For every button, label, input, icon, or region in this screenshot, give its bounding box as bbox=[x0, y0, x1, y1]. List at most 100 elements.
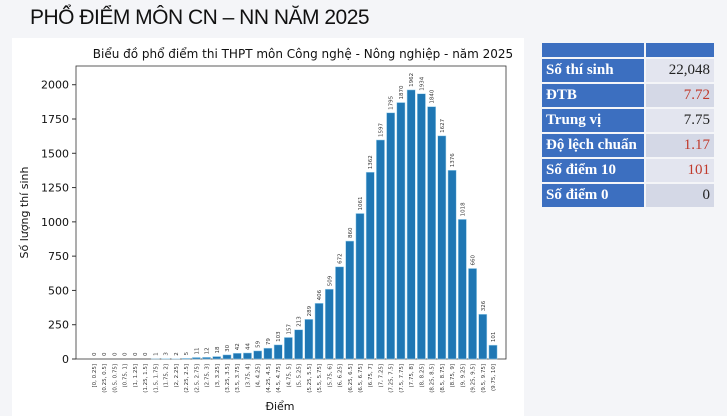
stats-value: 1.17 bbox=[646, 134, 714, 157]
bar bbox=[202, 357, 211, 360]
bar bbox=[232, 352, 242, 360]
bar-value-label: 660 bbox=[471, 254, 477, 265]
bar-value-label: 0 bbox=[92, 352, 98, 356]
bar-value-label: 1870 bbox=[399, 85, 405, 99]
x-tick-label: (6.5, 6.75] bbox=[358, 364, 364, 393]
x-tick-label: (0.5, 0.75] bbox=[112, 364, 118, 393]
stats-value: 7.72 bbox=[646, 84, 714, 107]
bar-value-label: 2 bbox=[174, 352, 180, 356]
x-tick-label: (9, 9.25] bbox=[460, 364, 466, 388]
x-tick-label: (9.75, 10] bbox=[491, 364, 497, 391]
x-tick-label: (8.75, 9] bbox=[450, 364, 456, 388]
bar-value-label: 289 bbox=[307, 305, 313, 316]
bar-value-label: 1962 bbox=[409, 73, 415, 87]
bar-value-label: 103 bbox=[276, 331, 282, 342]
x-tick-label: (6, 6.25] bbox=[338, 364, 344, 388]
x-tick-label: (8.5, 8.75] bbox=[440, 364, 446, 393]
x-tick-label: (1.25, 1.5] bbox=[143, 364, 149, 393]
bar-value-label: 1597 bbox=[378, 122, 384, 136]
x-tick-label: (7, 7.25] bbox=[378, 364, 384, 388]
bar-value-label: 1840 bbox=[430, 89, 436, 103]
bar-value-label: 3 bbox=[164, 352, 170, 356]
bar bbox=[314, 303, 324, 360]
bar-value-label: 213 bbox=[297, 316, 303, 327]
bar-value-label: 0 bbox=[112, 352, 118, 356]
x-tick-label: (5.5, 5.75] bbox=[317, 364, 323, 393]
bar-value-label: 157 bbox=[286, 323, 292, 334]
bar-value-label: 11 bbox=[194, 347, 200, 354]
bar bbox=[355, 213, 365, 360]
stats-row: Độ lệch chuẩn 1.17 bbox=[542, 134, 714, 157]
bar bbox=[488, 344, 498, 360]
bar-value-label: 1934 bbox=[419, 76, 425, 90]
stats-table: Số thí sinh 22,048 ĐTB 7.72 Trung vị 7.75 Độ l… bbox=[540, 41, 716, 209]
bar bbox=[243, 352, 252, 360]
stats-row: Số thí sinh 22,048 bbox=[542, 59, 714, 82]
stats-label: Trung vị bbox=[542, 109, 644, 132]
x-tick-label: (4, 4.25] bbox=[256, 364, 262, 388]
x-tick-label: (8.25, 8.5] bbox=[430, 364, 436, 393]
x-tick-label: (7.75, 8] bbox=[409, 364, 415, 388]
bar bbox=[376, 139, 385, 360]
stats-label: Độ lệch chuẩn bbox=[542, 134, 644, 157]
bar-value-label: 18 bbox=[215, 346, 221, 353]
x-tick-label: (1.5, 1.75] bbox=[153, 364, 159, 393]
bar-value-label: 44 bbox=[245, 342, 251, 349]
bar bbox=[396, 102, 406, 360]
x-tick-label: (3.5, 3.75] bbox=[235, 364, 241, 393]
x-tick-label: (5, 5.25] bbox=[297, 364, 303, 388]
x-tick-label: (6.25, 6.5] bbox=[348, 364, 354, 393]
x-tick-label: (5.75, 6] bbox=[327, 364, 333, 388]
bar bbox=[386, 112, 396, 360]
bar-value-label: 1 bbox=[153, 352, 159, 356]
bar bbox=[345, 240, 355, 360]
stats-row: Số điểm 10 101 bbox=[542, 159, 714, 182]
y-tick-label: 1750 bbox=[41, 113, 69, 126]
bar-value-label: 672 bbox=[338, 253, 344, 264]
x-tick-label: (2.75, 3] bbox=[205, 364, 211, 388]
x-tick-label: (5.25, 5.5] bbox=[307, 364, 313, 393]
x-tick-label: (6.75, 7] bbox=[368, 364, 374, 388]
y-tick-label: 1000 bbox=[41, 216, 69, 229]
chart-title: Biểu đồ phổ điểm thi THPT môn Công nghệ … bbox=[93, 47, 513, 61]
stats-header-row bbox=[542, 43, 714, 57]
bar-value-label: 0 bbox=[123, 352, 129, 356]
stats-label: Số thí sinh bbox=[542, 59, 644, 82]
bar-value-label: 1627 bbox=[440, 118, 446, 132]
bar-value-label: 0 bbox=[102, 352, 108, 356]
stats-row: ĐTB 7.72 bbox=[542, 84, 714, 107]
x-tick-label: (3.25, 3.5] bbox=[225, 364, 231, 393]
stats-value: 101 bbox=[646, 159, 714, 182]
bar-value-label: 0 bbox=[143, 352, 149, 356]
x-tick-label: (3.75, 4] bbox=[245, 364, 251, 388]
bar bbox=[253, 350, 263, 360]
x-tick-label: (0.75, 1] bbox=[123, 364, 129, 388]
y-tick-label: 2000 bbox=[41, 79, 69, 92]
bar-value-label: 101 bbox=[491, 332, 497, 343]
bar-value-label: 406 bbox=[317, 289, 323, 300]
y-axis-label: Số lượng thí sinh bbox=[18, 166, 31, 258]
stats-label: Số điểm 0 bbox=[542, 184, 644, 207]
x-tick-label: (2.25, 2.5] bbox=[184, 364, 190, 393]
bar bbox=[294, 329, 303, 360]
bar bbox=[417, 93, 426, 360]
bar bbox=[191, 357, 201, 360]
bar-value-label: 326 bbox=[481, 300, 487, 311]
y-tick-label: 1250 bbox=[41, 182, 69, 195]
bar-value-label: 79 bbox=[266, 338, 272, 345]
bar-value-label: 1795 bbox=[389, 95, 395, 109]
x-tick-label: (8, 8.25] bbox=[419, 364, 425, 388]
x-tick-label: (1.75, 2] bbox=[164, 364, 170, 388]
bar bbox=[284, 337, 293, 360]
bar bbox=[335, 266, 344, 360]
bar bbox=[427, 106, 436, 360]
bar-value-label: 860 bbox=[348, 227, 354, 238]
bar bbox=[273, 344, 283, 360]
x-tick-label: (9.25, 9.5] bbox=[471, 364, 477, 393]
x-tick-label: (9.5, 9.75] bbox=[481, 364, 487, 393]
bar bbox=[181, 358, 191, 360]
bar bbox=[304, 319, 314, 360]
y-tick-label: 750 bbox=[48, 250, 69, 263]
bar bbox=[447, 170, 457, 360]
